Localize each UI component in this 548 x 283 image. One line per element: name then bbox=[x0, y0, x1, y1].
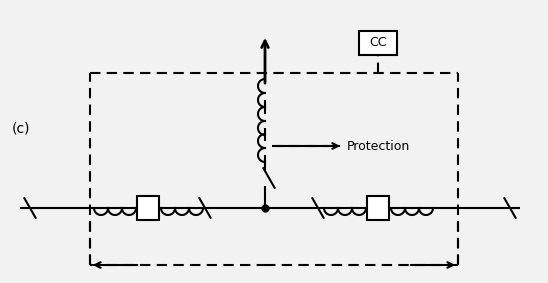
Bar bbox=[359, 31, 397, 55]
Text: Protection: Protection bbox=[347, 140, 410, 153]
Text: (c): (c) bbox=[12, 121, 31, 135]
Bar bbox=[137, 196, 159, 220]
Text: CC: CC bbox=[369, 37, 387, 50]
Bar bbox=[367, 196, 389, 220]
